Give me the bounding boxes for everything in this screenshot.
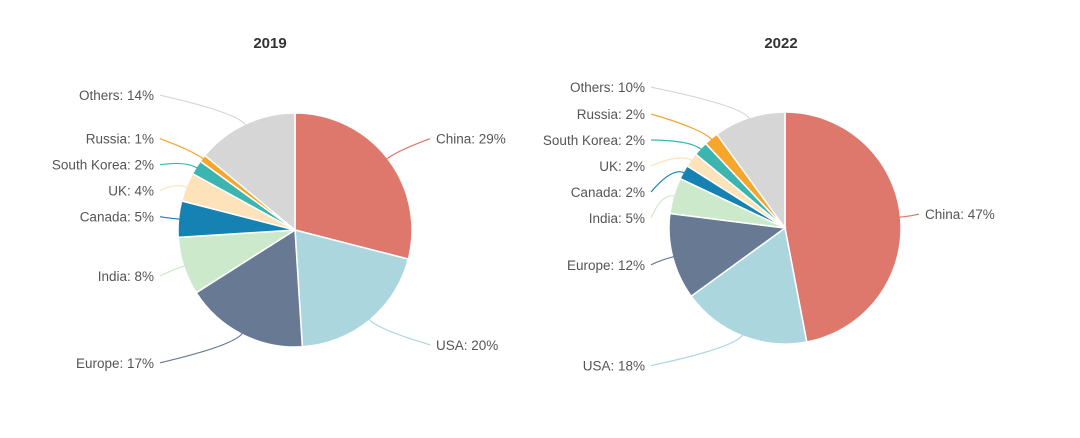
slice-label-canada-2022: Canada: 2% bbox=[571, 185, 645, 200]
slice-label-russia-2019: Russia: 1% bbox=[86, 132, 154, 147]
slice-label-uk-2019: UK: 4% bbox=[108, 184, 154, 199]
leader-line-russia-2019 bbox=[159, 138, 205, 160]
slice-labels-2022: China: 47% USA: 18% Europe: 12% India: 5% Ca… bbox=[543, 80, 995, 373]
slice-label-europe-2019: Europe: 17% bbox=[76, 356, 154, 371]
leader-line-china-2022 bbox=[898, 213, 920, 218]
slice-label-usa-2019: USA: 20% bbox=[436, 338, 498, 353]
leader-lines-2019 bbox=[159, 94, 431, 364]
leader-line-europe-2019 bbox=[159, 332, 244, 364]
slice-label-usa-2022: USA: 18% bbox=[583, 359, 645, 374]
leader-line-uk-2019 bbox=[159, 185, 189, 192]
leader-line-uk-2022 bbox=[650, 157, 694, 167]
leader-line-europe-2022 bbox=[650, 255, 675, 266]
chart-title-2019: 2019 bbox=[253, 35, 286, 52]
leader-line-others-2019 bbox=[159, 94, 247, 127]
leader-line-india-2022 bbox=[650, 195, 676, 219]
leader-line-usa-2022 bbox=[650, 333, 744, 367]
pie-2022 bbox=[668, 111, 902, 345]
slice-label-south-korea-2022: South Korea: 2% bbox=[543, 133, 645, 148]
leader-line-south-korea-2022 bbox=[650, 139, 703, 151]
slice-label-russia-2022: Russia: 2% bbox=[577, 107, 645, 122]
slice-label-others-2022: Others: 10% bbox=[570, 80, 645, 95]
leader-line-canada-2022 bbox=[650, 171, 686, 193]
chart-2022: 2022 China: 47% USA: 18% Europe: 12% India:… bbox=[543, 35, 995, 374]
slice-label-canada-2019: Canada: 5% bbox=[80, 210, 154, 225]
leader-line-india-2019 bbox=[159, 264, 186, 277]
slice-label-india-2019: India: 8% bbox=[98, 269, 154, 284]
leader-lines-2022 bbox=[650, 86, 920, 367]
slice-label-uk-2022: UK: 2% bbox=[599, 159, 645, 174]
leader-line-russia-2022 bbox=[650, 113, 713, 141]
slice-label-china-2019: China: 29% bbox=[436, 132, 506, 147]
slice-label-others-2019: Others: 14% bbox=[79, 88, 154, 103]
leader-line-others-2022 bbox=[650, 86, 751, 120]
leader-line-south-korea-2019 bbox=[159, 162, 199, 169]
slice-label-europe-2022: Europe: 12% bbox=[567, 258, 645, 273]
chart-2019: 2019 China: 29% USA: 20% Europe: 17% India:… bbox=[52, 35, 506, 371]
leader-line-canada-2019 bbox=[159, 216, 181, 220]
slice-label-south-korea-2019: South Korea: 2% bbox=[52, 158, 154, 173]
slice-labels-2019: China: 29% USA: 20% Europe: 17% India: 8% Ca… bbox=[52, 88, 506, 371]
pie-2019 bbox=[177, 112, 413, 348]
leader-line-china-2019 bbox=[385, 138, 431, 160]
slice-label-india-2022: India: 5% bbox=[589, 211, 645, 226]
leader-line-usa-2019 bbox=[367, 318, 431, 346]
chart-title-2022: 2022 bbox=[764, 35, 797, 52]
slice-label-china-2022: China: 47% bbox=[925, 207, 995, 222]
pie-slice-china-2022[interactable] bbox=[784, 111, 902, 343]
